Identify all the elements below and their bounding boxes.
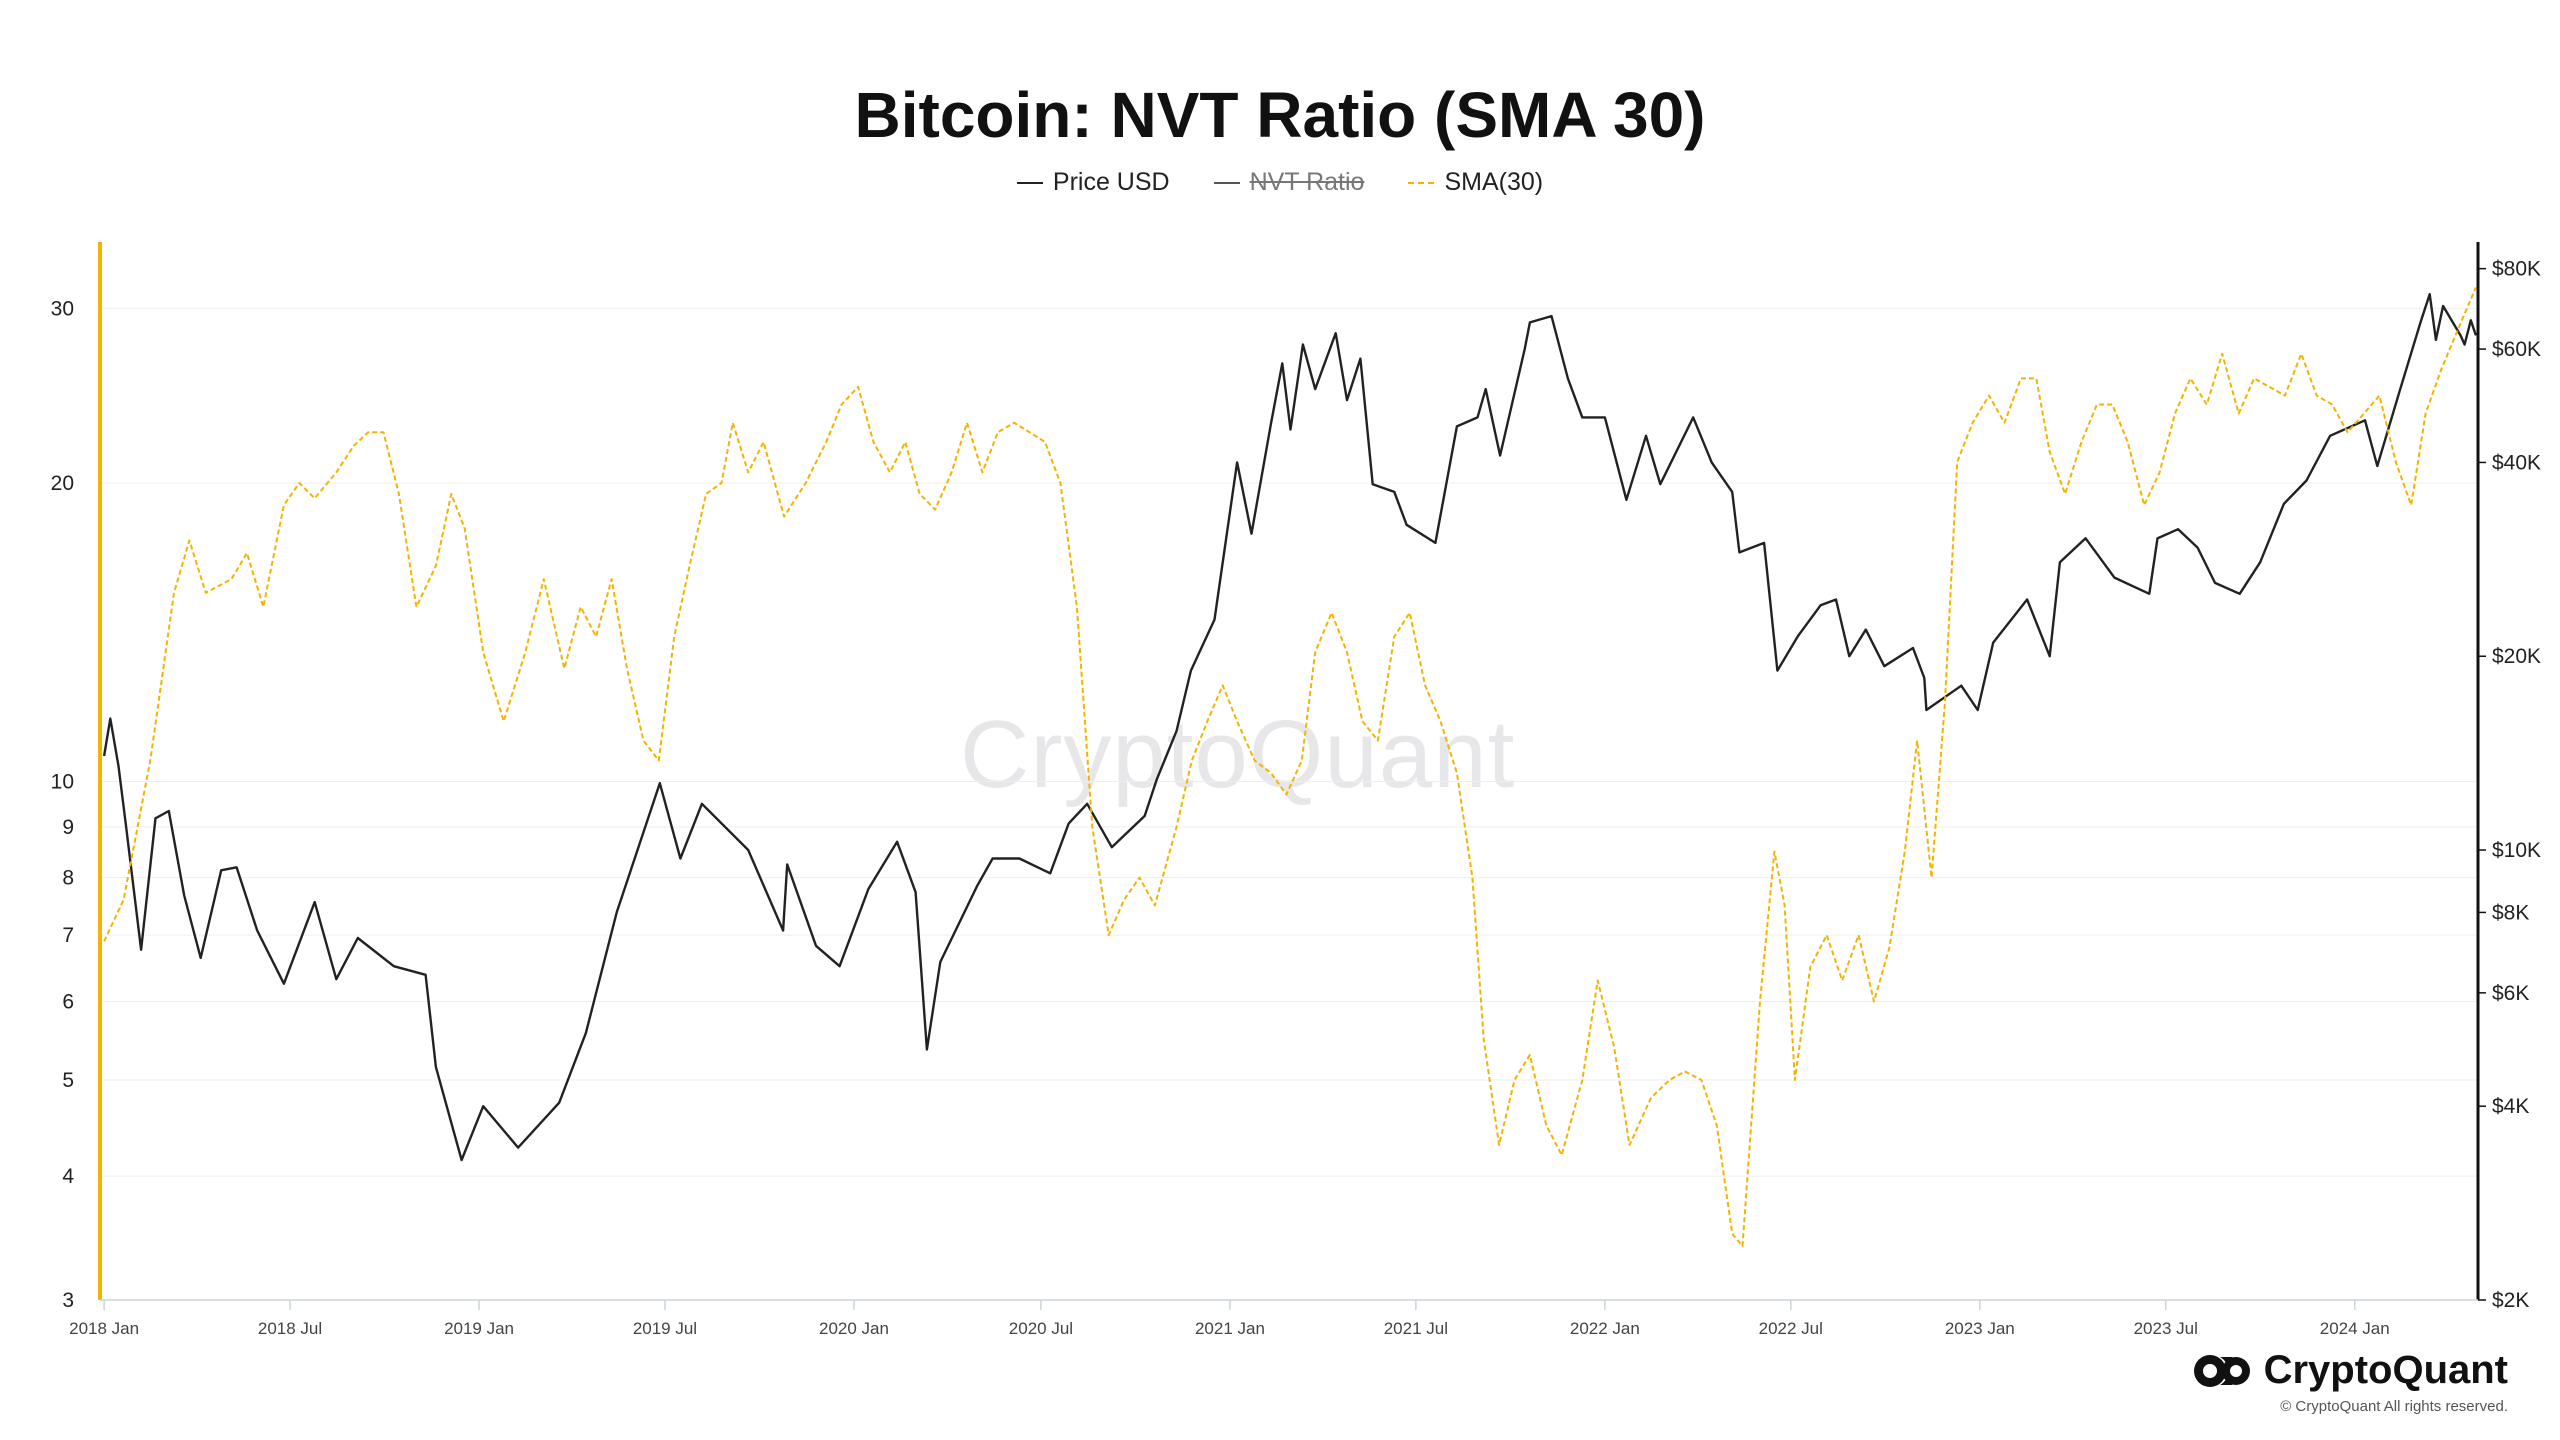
chart-title: Bitcoin: NVT Ratio (SMA 30) <box>854 79 1706 151</box>
legend-item-sma30[interactable]: SMA(30) <box>1408 168 1543 197</box>
axes-layer <box>98 242 2486 1310</box>
series-line-sma30 <box>103 287 2477 1248</box>
left-tick-label: 4 <box>62 1165 74 1188</box>
brand-name: CryptoQuant <box>2263 1348 2508 1392</box>
cryptoquant-logo-icon <box>2193 1354 2250 1387</box>
left-tick-label: 5 <box>62 1069 74 1092</box>
x-tick-label: 2021 Jan <box>1195 1319 1265 1338</box>
copyright-text: © CryptoQuant All rights reserved. <box>2280 1398 2508 1415</box>
left-tick-label: 7 <box>62 924 74 947</box>
x-tick-label: 2020 Jul <box>1009 1319 1073 1338</box>
legend-swatch-nvt-ratio <box>1213 181 1240 184</box>
legend-swatch-price-usd <box>1016 181 1043 184</box>
x-tick-label: 2019 Jan <box>444 1319 514 1338</box>
right-tick-label: $2K <box>2492 1289 2529 1312</box>
x-tick-label: 2022 Jul <box>1759 1319 1823 1338</box>
right-tick-label: $80K <box>2492 258 2541 281</box>
x-tick-label: 2023 Jul <box>2134 1319 2198 1338</box>
grid-layer <box>100 307 2478 1301</box>
x-tick-label: 2022 Jan <box>1570 1319 1640 1338</box>
series-layer <box>102 287 2478 1248</box>
left-tick-label: 10 <box>51 771 74 794</box>
right-tick-label: $8K <box>2492 901 2529 924</box>
x-tick-label: 2019 Jul <box>633 1319 697 1338</box>
legend-item-nvt-ratio[interactable]: NVT Ratio <box>1213 168 1365 197</box>
right-tick-label: $6K <box>2492 982 2529 1005</box>
x-tick-label: 2021 Jul <box>1384 1319 1448 1338</box>
right-tick-label: $60K <box>2492 338 2541 361</box>
right-tick-label: $20K <box>2492 645 2541 668</box>
label-layer: 30 20 10 9 8 7 6 5 4 3 $80K $60K $40K $20K $10K $8K $6K $… <box>51 258 2541 1338</box>
legend-label-nvt-ratio: NVT Ratio <box>1249 168 1365 196</box>
x-tick-label: 2024 Jan <box>2320 1319 2390 1338</box>
brand-logo-block: CryptoQuant <box>2192 1348 2508 1393</box>
chart-legend: Price USD NVT Ratio SMA(30) <box>0 168 2560 197</box>
right-tick-label: $4K <box>2492 1095 2529 1118</box>
left-tick-label: 6 <box>62 990 74 1013</box>
x-tick-label: 2020 Jan <box>819 1319 889 1338</box>
right-tick-label: $40K <box>2492 451 2541 474</box>
legend-swatch-sma30 <box>1408 181 1435 184</box>
left-tick-label: 3 <box>62 1289 74 1312</box>
left-tick-label: 30 <box>51 297 74 320</box>
right-tick-label: $10K <box>2492 839 2541 862</box>
left-tick-label: 8 <box>62 867 74 890</box>
left-tick-label: 9 <box>62 816 74 839</box>
x-tick-label: 2018 Jul <box>258 1319 322 1338</box>
x-tick-label: 2018 Jan <box>69 1319 139 1338</box>
legend-label-sma30: SMA(30) <box>1444 168 1544 196</box>
legend-item-price-usd[interactable]: Price USD <box>1016 168 1170 197</box>
left-tick-label: 20 <box>51 472 74 495</box>
x-tick-label: 2023 Jan <box>1945 1319 2015 1338</box>
series-line-price-usd <box>102 293 2478 1162</box>
legend-label-price-usd: Price USD <box>1052 168 1170 196</box>
